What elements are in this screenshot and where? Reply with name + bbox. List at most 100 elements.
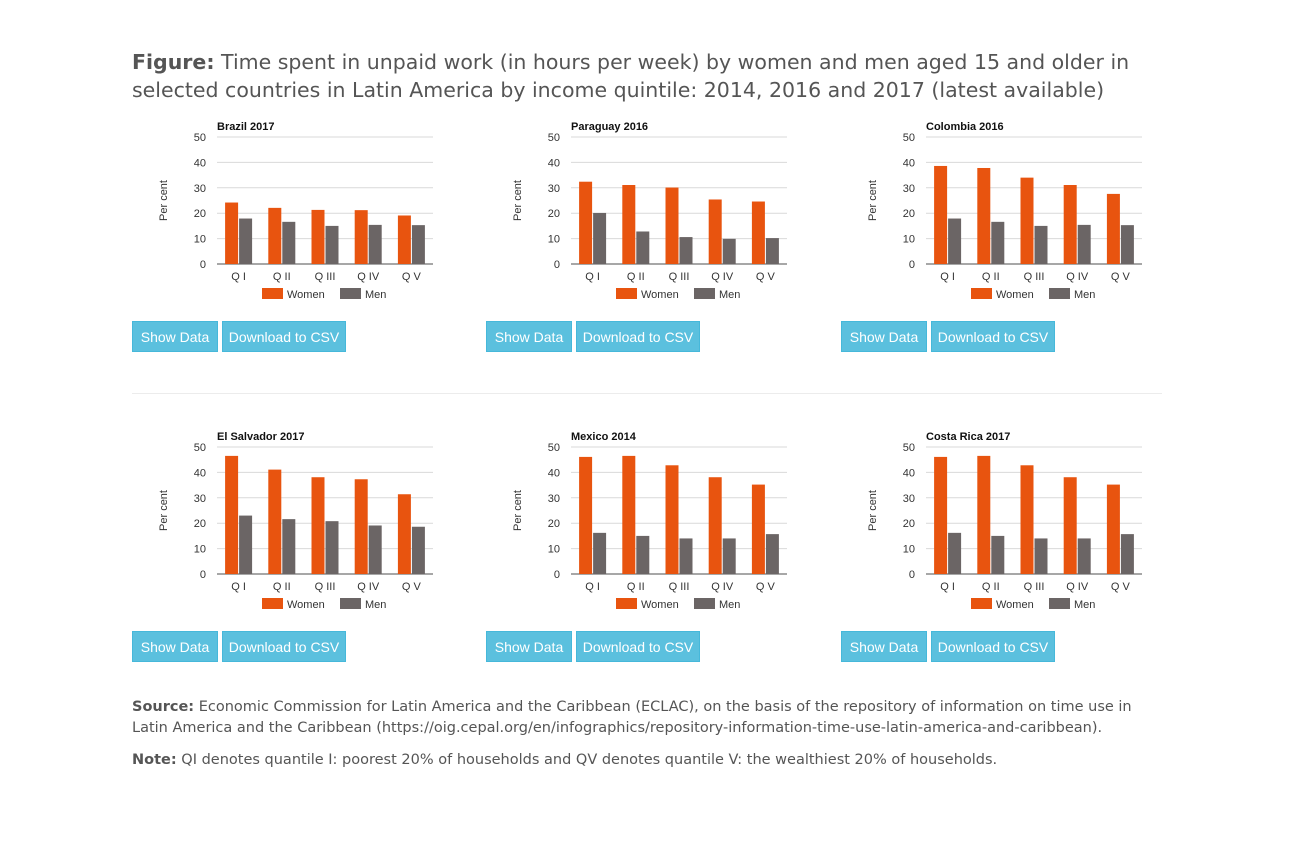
bar-women [622, 455, 636, 574]
chart-block: Mexico 2014 0 10 20 30 40 50 Per cent Q I Q II Q I… [486, 428, 816, 673]
bar-women [1020, 465, 1034, 574]
legend-label-men: Men [1074, 599, 1095, 611]
bar-men [593, 212, 607, 264]
x-tick-label: Q I [231, 581, 246, 593]
bar-chart: Paraguay 2016 0 10 20 30 40 50 Per cent Q I Q II Q… [512, 121, 787, 301]
chart-title: Colombia 2016 [926, 121, 1004, 133]
bar-women [397, 494, 411, 574]
x-tick-label: Q II [982, 581, 1000, 593]
y-tick-label: 10 [194, 544, 206, 556]
y-tick-label: 30 [903, 493, 915, 505]
source-label: Source: [132, 699, 195, 715]
legend-swatch-women [262, 288, 283, 299]
x-tick-label: Q IV [357, 581, 380, 593]
y-tick-label: 10 [194, 234, 206, 246]
x-tick-label: Q IV [1066, 271, 1089, 283]
figure-title: Figure: Time spent in unpaid work (in ho… [132, 48, 1142, 104]
legend-swatch-men [1049, 288, 1070, 299]
y-tick-label: 20 [548, 518, 560, 530]
show-data-button[interactable]: Show Data [486, 631, 572, 662]
bar-men [948, 532, 962, 574]
y-tick-label: 20 [903, 518, 915, 530]
show-data-button[interactable]: Show Data [841, 631, 927, 662]
y-tick-label: 50 [548, 132, 560, 144]
bar-women [354, 210, 368, 264]
show-data-button[interactable]: Show Data [132, 321, 218, 352]
bar-men [411, 526, 425, 574]
bar-women [708, 477, 722, 574]
bar-men [1077, 538, 1091, 574]
note-text: QI denotes quantile I: poorest 20% of ho… [181, 752, 998, 768]
y-axis-label: Per cent [158, 490, 170, 531]
y-tick-label: 50 [903, 132, 915, 144]
legend-swatch-women [616, 598, 637, 609]
figure-notes: Source: Economic Commission for Latin Am… [132, 697, 1142, 782]
quintile-note: Note: QI denotes quantile I: poorest 20%… [132, 750, 1142, 771]
bar-women [354, 479, 368, 574]
bar-women [1106, 193, 1120, 264]
legend-swatch-men [694, 288, 715, 299]
bar-women [268, 469, 282, 574]
x-tick-label: Q III [1024, 271, 1045, 283]
bar-men [325, 521, 339, 574]
legend-swatch-men [694, 598, 715, 609]
legend-swatch-men [340, 288, 361, 299]
bar-chart: El Salvador 2017 0 10 20 30 40 50 Per cent Q I Q … [158, 431, 433, 611]
y-tick-label: 10 [548, 544, 560, 556]
x-tick-label: Q II [627, 271, 645, 283]
y-tick-label: 30 [194, 493, 206, 505]
chart-block: El Salvador 2017 0 10 20 30 40 50 Per cent Q I Q … [132, 428, 462, 673]
download-csv-button[interactable]: Download to CSV [222, 321, 346, 352]
show-data-button[interactable]: Show Data [132, 631, 218, 662]
bar-men [679, 538, 693, 574]
chart-title: Paraguay 2016 [571, 121, 648, 133]
legend-swatch-women [262, 598, 283, 609]
bar-men [239, 515, 253, 574]
legend-label-women: Women [996, 599, 1034, 611]
bar-men [1077, 224, 1091, 264]
y-tick-label: 30 [548, 493, 560, 505]
y-tick-label: 30 [548, 183, 560, 195]
y-tick-label: 40 [194, 467, 206, 479]
bar-men [948, 218, 962, 264]
show-data-button[interactable]: Show Data [841, 321, 927, 352]
y-tick-label: 20 [194, 208, 206, 220]
bar-women [751, 201, 765, 264]
download-csv-button[interactable]: Download to CSV [931, 631, 1055, 662]
x-tick-label: Q I [585, 271, 600, 283]
bar-men [282, 519, 296, 574]
chart-title: El Salvador 2017 [217, 431, 304, 443]
bar-men [593, 532, 607, 574]
y-tick-label: 0 [554, 259, 560, 271]
download-csv-button[interactable]: Download to CSV [576, 321, 700, 352]
x-tick-label: Q II [273, 271, 291, 283]
y-tick-label: 40 [548, 157, 560, 169]
y-tick-label: 0 [554, 569, 560, 581]
x-tick-label: Q V [756, 271, 776, 283]
y-tick-label: 40 [903, 467, 915, 479]
x-tick-label: Q II [627, 581, 645, 593]
download-csv-button[interactable]: Download to CSV [931, 321, 1055, 352]
x-tick-label: Q V [1111, 271, 1131, 283]
x-tick-label: Q I [940, 581, 955, 593]
bar-men [636, 231, 650, 264]
bar-women [977, 455, 991, 574]
x-tick-label: Q V [1111, 581, 1131, 593]
figure-title-text: Time spent in unpaid work (in hours per … [132, 50, 1130, 102]
y-tick-label: 0 [909, 569, 915, 581]
legend-label-women: Women [641, 289, 679, 301]
bar-men [1120, 534, 1134, 574]
bar-men [991, 535, 1005, 574]
x-tick-label: Q IV [711, 581, 734, 593]
y-tick-label: 0 [909, 259, 915, 271]
bar-chart: Brazil 2017 0 10 20 30 40 50 Per cent Q I Q II Q I… [158, 121, 433, 301]
bar-women [934, 165, 948, 264]
y-axis-label: Per cent [512, 490, 524, 531]
show-data-button[interactable]: Show Data [486, 321, 572, 352]
section-divider [132, 393, 1162, 394]
bar-men [368, 525, 382, 574]
x-tick-label: Q II [273, 581, 291, 593]
bar-men [282, 221, 296, 264]
download-csv-button[interactable]: Download to CSV [576, 631, 700, 662]
download-csv-button[interactable]: Download to CSV [222, 631, 346, 662]
